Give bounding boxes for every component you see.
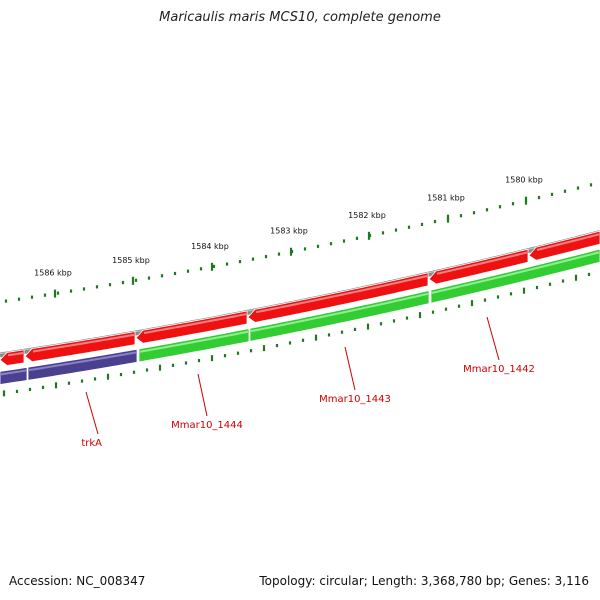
- forward-gene-block-shine: [139, 330, 249, 353]
- scale-tick-label: 1582 kbp: [348, 211, 386, 220]
- inner-scale-dots: [2, 272, 591, 397]
- reverse-gene-arrow-shine: [32, 333, 135, 353]
- gene-leader-line: [486, 316, 500, 361]
- scale-tick-label: 1584 kbp: [191, 242, 229, 251]
- gene-leader-line: [85, 391, 99, 435]
- forward-gene-block-shine: [431, 251, 600, 294]
- reverse-strand-genes: [0, 230, 600, 366]
- forward-strand-genes: [0, 248, 600, 385]
- gene-label: trkA: [81, 438, 102, 449]
- reverse-gene-arrow-shine: [7, 352, 24, 357]
- scale-tick-label: 1580 kbp: [505, 176, 543, 185]
- accession-text: Accession: NC_008347: [9, 574, 146, 588]
- scale-tick-label: 1585 kbp: [112, 256, 150, 265]
- named-gene-block-shine: [0, 369, 27, 376]
- genome-summary-text: Topology: circular; Length: 3,368,780 bp…: [259, 574, 589, 588]
- gene-label: Mmar10_1442: [463, 364, 535, 375]
- forward-gene-block-shine: [250, 292, 429, 333]
- gene-label-group: trkA Mmar10_1444 Mmar10_1443 Mmar10_1442: [81, 316, 535, 449]
- reverse-gene-arrow-shine: [255, 275, 428, 314]
- gene-label: Mmar10_1443: [319, 394, 391, 405]
- trkA-gene-block-shine: [28, 351, 137, 372]
- reverse-gene-arrow-shine: [436, 251, 528, 275]
- gene-leader-line: [197, 373, 208, 417]
- scale-tick-label: 1581 kbp: [427, 194, 465, 203]
- reverse-gene-arrow-shine: [143, 313, 247, 335]
- gene-label: Mmar10_1444: [171, 420, 243, 431]
- named-gene-block: [0, 366, 28, 385]
- scale-tick-label: 1583 kbp: [270, 227, 308, 236]
- outer-scale-labels: 1586 kbp 1585 kbp 1584 kbp 1583 kbp 1582 kbp…: [34, 176, 543, 298]
- scale-tick-label: 1586 kbp: [34, 269, 72, 278]
- gene-leader-line: [344, 346, 356, 391]
- reverse-gene-arrow-shine: [536, 233, 600, 251]
- map-title: Maricaulis maris MCS10, complete genome: [159, 10, 441, 25]
